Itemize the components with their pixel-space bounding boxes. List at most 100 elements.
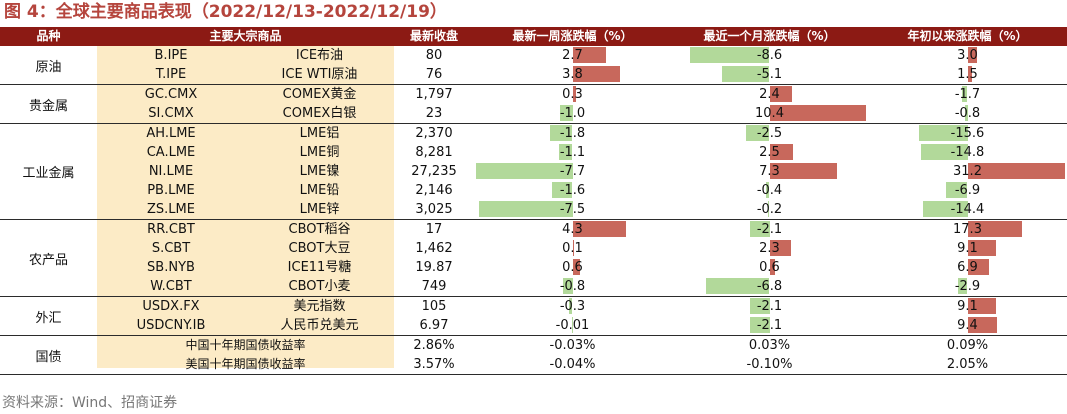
ytd-change-value: 0.09% <box>946 338 989 353</box>
ytd-change-bar <box>922 201 968 217</box>
month-change-bar <box>706 278 770 294</box>
latest-close: 2,370 <box>415 126 453 141</box>
ytd-change-value: 9.1 <box>957 241 978 256</box>
ytd-change-value: -1.7 <box>954 87 981 102</box>
week-change-value: 0.6 <box>562 260 583 275</box>
category-label: 农产品 <box>28 252 68 268</box>
month-change-bar <box>750 298 770 314</box>
month-change-value: 2.4 <box>759 87 780 102</box>
commodity-code: B.IPE <box>154 48 188 63</box>
commodity-code: NI.LME <box>148 164 194 179</box>
week-change-bar <box>558 144 573 160</box>
week-change-bar <box>572 259 580 275</box>
group-divider <box>0 374 1067 375</box>
header-close: 最新收盘 <box>409 29 458 43</box>
header-ytd-change: 年初以来涨跌幅（%） <box>907 29 1028 43</box>
latest-close: 76 <box>425 67 443 82</box>
commodity-name: COMEX黄金 <box>282 87 357 102</box>
header-commodity: 主要大宗商品 <box>209 29 282 43</box>
header-week-change: 最新一周涨跌幅（%） <box>512 29 633 43</box>
week-change-bar <box>549 125 573 141</box>
ytd-change-value: 6.9 <box>957 260 978 275</box>
header-month-change: 最近一个月涨跌幅（%） <box>703 29 836 43</box>
latest-close: 17 <box>425 222 443 237</box>
week-change-bar <box>476 163 573 179</box>
header-category: 品种 <box>36 29 61 43</box>
commodity-name: CBOT大豆 <box>288 241 351 256</box>
month-change-value: -0.10% <box>746 357 793 372</box>
ytd-change-bar <box>958 278 968 294</box>
month-change-bar <box>750 221 770 237</box>
ytd-change-bar <box>967 259 990 275</box>
ytd-change-value: 17.3 <box>953 222 982 237</box>
month-change-bar <box>769 86 792 102</box>
commodity-code: USDCNY.IB <box>136 318 206 333</box>
month-change-bar <box>767 201 770 217</box>
group-divider <box>0 219 1067 220</box>
latest-close: 19.87 <box>415 260 453 275</box>
month-change-bar <box>722 66 770 82</box>
ytd-change-bar <box>965 105 968 121</box>
ytd-change-value: 9.1 <box>957 299 978 314</box>
ytd-change-value: -14.8 <box>950 145 985 160</box>
commodity-name: 美元指数 <box>293 299 346 314</box>
commodity-name: ICE布油 <box>295 48 344 63</box>
category-label: 国债 <box>35 349 62 365</box>
month-change-bar <box>769 105 866 121</box>
week-change-value: -7.7 <box>559 164 586 179</box>
week-change-value: 2.7 <box>562 48 583 63</box>
week-change-bar <box>562 278 573 294</box>
latest-close: 1,797 <box>415 87 453 102</box>
commodity-performance-table: 品种 主要大宗商品 最新收盘 最新一周涨跌幅（%） 最近一个月涨跌幅（%） 年初… <box>0 27 1067 391</box>
commodity-code: GC.CMX <box>144 87 198 102</box>
month-change-bar <box>689 47 770 63</box>
week-change-value: -1.6 <box>559 183 586 198</box>
week-change-bar <box>571 317 573 333</box>
ytd-change-bar <box>967 221 1022 237</box>
latest-close: 105 <box>421 299 447 314</box>
commodity-code: AH.LME <box>146 126 196 141</box>
ytd-change-bar <box>967 298 996 314</box>
commodity-column-highlight <box>97 46 394 368</box>
week-change-bar <box>572 86 577 102</box>
group-divider <box>0 123 1067 124</box>
ytd-change-bar <box>962 86 968 102</box>
ytd-change-value: 3.0 <box>957 48 978 63</box>
category-label: 贵金属 <box>28 98 68 114</box>
week-change-bar <box>478 201 573 217</box>
group-divider <box>0 84 1067 85</box>
latest-close: 3,025 <box>415 202 453 217</box>
month-change-bar <box>750 317 770 333</box>
latest-close: 8,281 <box>415 145 453 160</box>
commodity-name: LME锌 <box>299 202 340 217</box>
month-change-value: 2.5 <box>759 145 780 160</box>
week-change-bar <box>572 66 621 82</box>
commodity-name: 人民币兑美元 <box>280 318 359 333</box>
latest-close: 3.57% <box>413 357 455 372</box>
month-change-value: -0.4 <box>756 183 783 198</box>
commodity-code: W.CBT <box>150 279 192 294</box>
commodity-code: RR.CBT <box>147 222 195 237</box>
month-change-value: -2.1 <box>756 222 783 237</box>
ytd-change-bar <box>967 163 1065 179</box>
week-change-value: 4.3 <box>562 222 583 237</box>
commodity-name: LME铝 <box>299 126 340 141</box>
table-header: 品种 主要大宗商品 最新收盘 最新一周涨跌幅（%） 最近一个月涨跌幅（%） 年初… <box>0 27 1067 46</box>
commodity-name: CBOT稻谷 <box>288 222 351 237</box>
month-change-value: -5.1 <box>756 67 783 82</box>
latest-close: 2,146 <box>415 183 453 198</box>
category-label: 原油 <box>35 59 62 75</box>
commodity-name: ICE11号糖 <box>287 260 352 275</box>
category-label: 工业金属 <box>22 166 75 181</box>
week-change-value: -0.01 <box>555 318 590 333</box>
ytd-change-value: 2.05% <box>946 357 989 372</box>
latest-close: 6.97 <box>419 318 449 333</box>
month-change-value: -0.2 <box>756 202 783 217</box>
ytd-change-bar <box>967 66 973 82</box>
commodity-code: USDX.FX <box>142 299 200 314</box>
week-change-value: -1.8 <box>559 126 586 141</box>
week-change-bar <box>560 105 573 121</box>
commodity-code: ZS.LME <box>147 202 195 217</box>
ytd-change-value: -0.8 <box>954 106 981 121</box>
month-change-bar <box>765 182 770 198</box>
